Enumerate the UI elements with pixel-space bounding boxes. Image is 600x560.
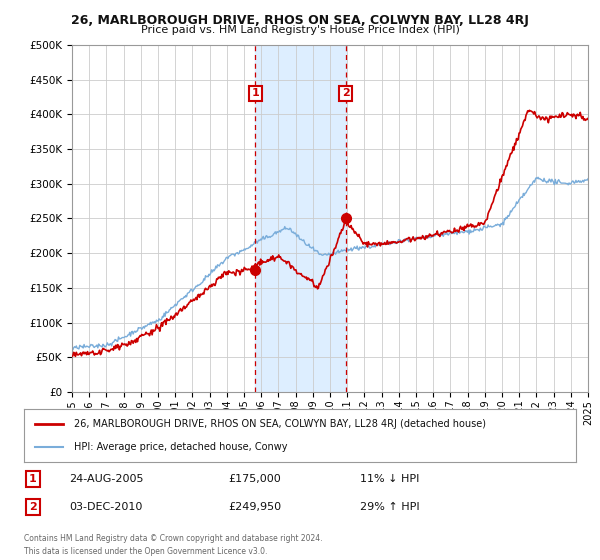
Text: £175,000: £175,000 xyxy=(228,474,281,484)
Text: 2: 2 xyxy=(342,88,350,99)
Text: 11% ↓ HPI: 11% ↓ HPI xyxy=(360,474,419,484)
Text: 1: 1 xyxy=(29,474,37,484)
Text: 2: 2 xyxy=(29,502,37,512)
Bar xyxy=(255,45,346,392)
Text: This data is licensed under the Open Government Licence v3.0.: This data is licensed under the Open Gov… xyxy=(24,547,268,556)
Text: 1: 1 xyxy=(251,88,259,99)
Text: HPI: Average price, detached house, Conwy: HPI: Average price, detached house, Conw… xyxy=(74,442,287,452)
Text: 26, MARLBOROUGH DRIVE, RHOS ON SEA, COLWYN BAY, LL28 4RJ: 26, MARLBOROUGH DRIVE, RHOS ON SEA, COLW… xyxy=(71,14,529,27)
Text: Contains HM Land Registry data © Crown copyright and database right 2024.: Contains HM Land Registry data © Crown c… xyxy=(24,534,323,543)
Text: 24-AUG-2005: 24-AUG-2005 xyxy=(69,474,143,484)
Text: £249,950: £249,950 xyxy=(228,502,281,512)
Text: 03-DEC-2010: 03-DEC-2010 xyxy=(69,502,142,512)
Text: 26, MARLBOROUGH DRIVE, RHOS ON SEA, COLWYN BAY, LL28 4RJ (detached house): 26, MARLBOROUGH DRIVE, RHOS ON SEA, COLW… xyxy=(74,419,485,429)
Text: Price paid vs. HM Land Registry's House Price Index (HPI): Price paid vs. HM Land Registry's House … xyxy=(140,25,460,35)
Text: 29% ↑ HPI: 29% ↑ HPI xyxy=(360,502,419,512)
